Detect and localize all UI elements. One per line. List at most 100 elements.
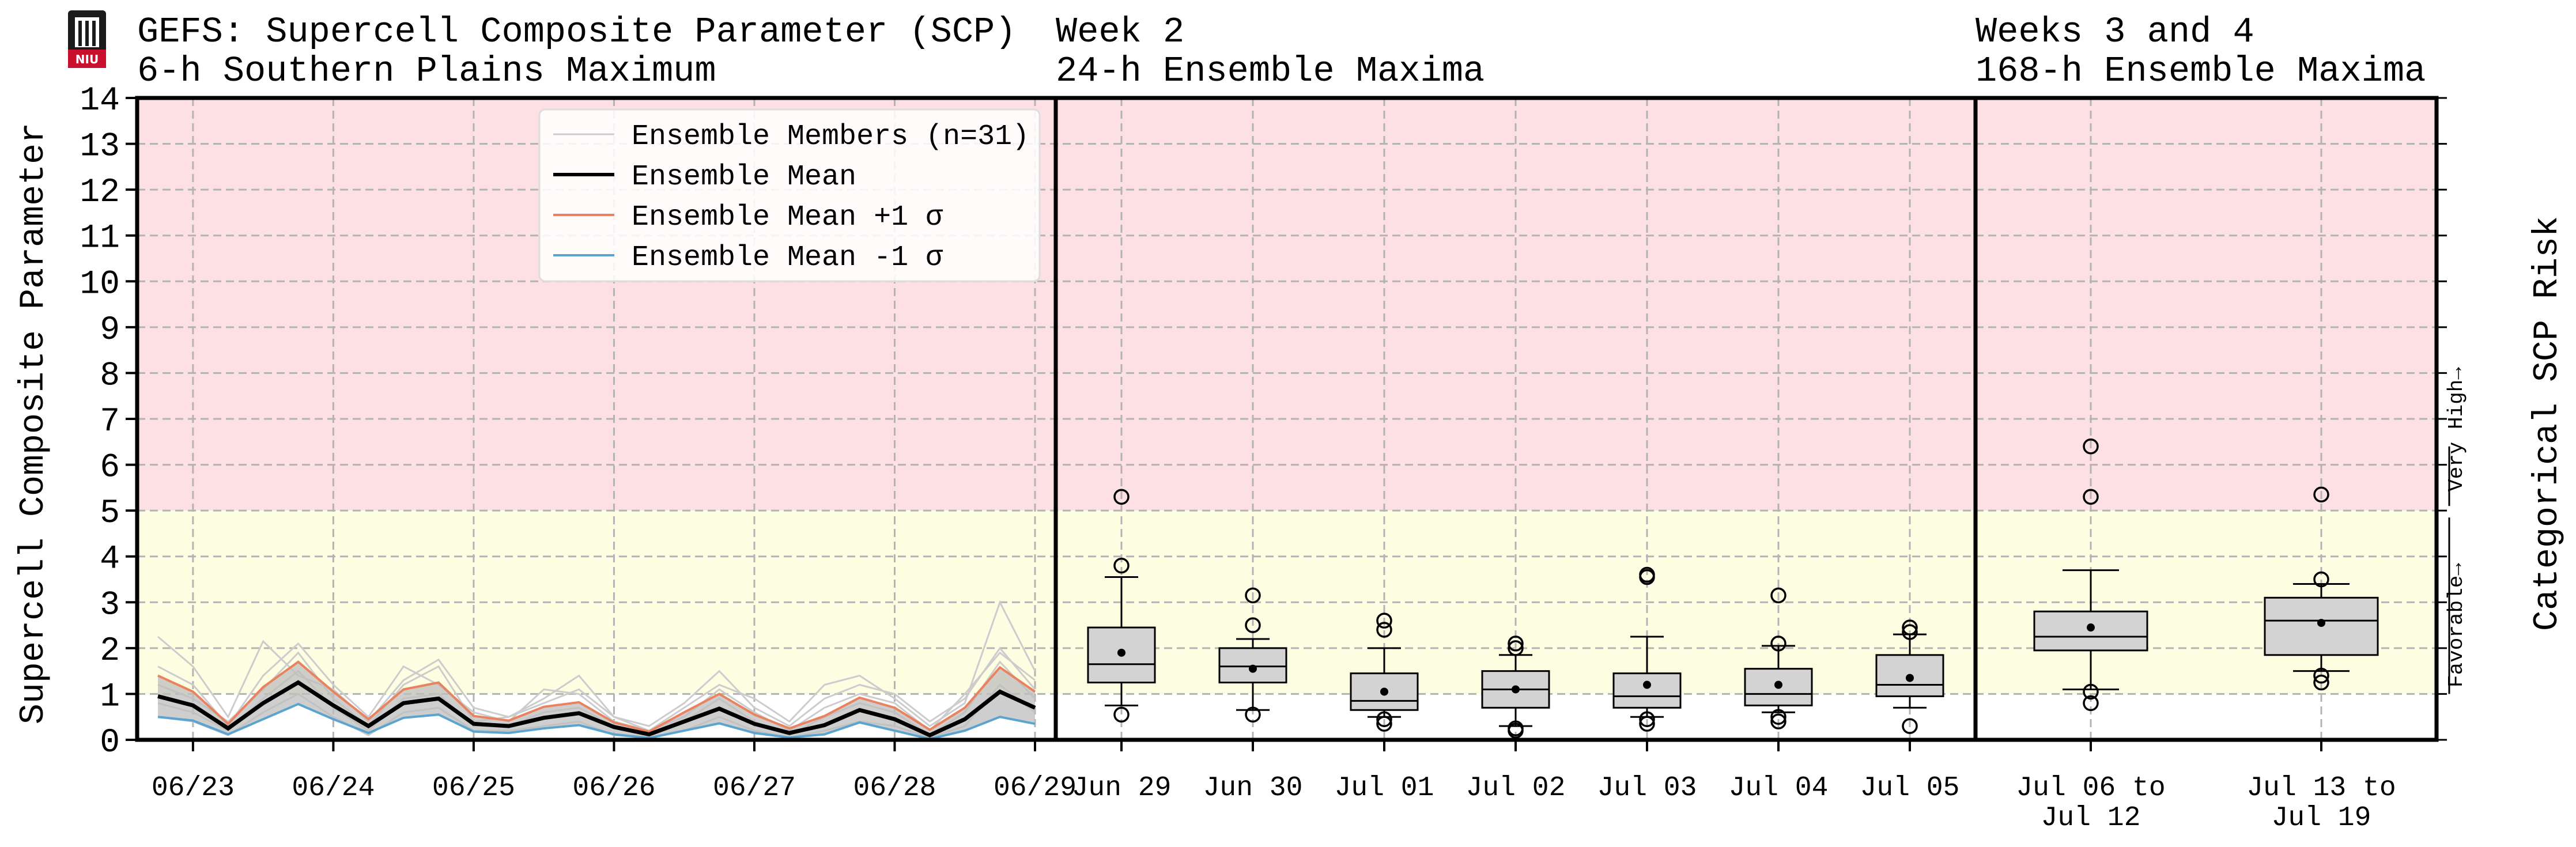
x-tick-label: 06/24 bbox=[292, 773, 375, 804]
outlier-marker bbox=[1639, 716, 1655, 732]
x-tick-label: Jun 30 bbox=[1203, 773, 1303, 804]
y-tick-label: 13 bbox=[80, 128, 120, 166]
x-tick-label: Jul 06 to bbox=[2016, 773, 2165, 804]
y-tick-label: 2 bbox=[100, 633, 120, 670]
x-tick-label: Jul 02 bbox=[1466, 773, 1566, 804]
week2-box-panel bbox=[1087, 489, 1944, 739]
x-tick-label: 06/23 bbox=[152, 773, 235, 804]
outlier-marker bbox=[1376, 711, 1392, 727]
right-subtitle: 168-h Ensemble Maxima bbox=[1976, 51, 2426, 92]
y-tick-label: 1 bbox=[100, 678, 120, 716]
logo-text: NIU bbox=[75, 52, 99, 66]
outlier-marker bbox=[1770, 713, 1786, 729]
outlier-marker bbox=[1770, 587, 1786, 604]
y-tick-label: 0 bbox=[100, 724, 120, 762]
x-tick-label: 06/29 bbox=[994, 773, 1077, 804]
mean-line bbox=[157, 680, 1036, 738]
x-tick-label: Jul 05 bbox=[1860, 773, 1960, 804]
outlier-marker bbox=[1245, 706, 1261, 723]
outlier-marker bbox=[1639, 566, 1655, 583]
mean-marker bbox=[1906, 674, 1914, 682]
outlier-marker bbox=[1639, 711, 1655, 727]
mean-marker bbox=[1512, 685, 1520, 694]
weeks34-box-panel bbox=[2033, 438, 2379, 712]
x-tick-label: 06/28 bbox=[853, 773, 936, 804]
y-tick-label: 11 bbox=[80, 220, 120, 258]
right-axis-label: Categorical SCP Risk bbox=[2528, 216, 2567, 631]
mid-subtitle: 24-h Ensemble Maxima bbox=[1056, 51, 1485, 92]
mean-marker bbox=[1249, 664, 1257, 673]
mean-marker bbox=[1117, 648, 1125, 657]
outlier-marker bbox=[2313, 571, 2329, 588]
legend: Ensemble Members (n=31) Ensemble Mean En… bbox=[538, 108, 1041, 282]
y-tick-label: 6 bbox=[100, 449, 120, 487]
outlier-marker bbox=[1902, 619, 1918, 636]
outlier-marker bbox=[1508, 640, 1524, 656]
plus-sigma-line bbox=[157, 660, 1036, 733]
y-tick-label: 3 bbox=[100, 587, 120, 624]
y-tick-label: 9 bbox=[100, 312, 120, 349]
x-tick-label: 06/25 bbox=[432, 773, 515, 804]
legend-minus: Ensemble Mean -1 σ bbox=[632, 241, 943, 274]
outlier-marker bbox=[1376, 612, 1392, 629]
series-lines bbox=[157, 660, 1036, 740]
x-tick-label: Jul 13 to bbox=[2246, 773, 2396, 804]
y-tick-label: 14 bbox=[80, 82, 120, 120]
outlier-marker bbox=[1113, 706, 1130, 723]
y-tick-label: 8 bbox=[100, 357, 120, 395]
very-high-band bbox=[137, 98, 2437, 511]
outlier-marker bbox=[1113, 557, 1130, 574]
outlier-marker bbox=[2313, 486, 2329, 503]
y-tick-label: 7 bbox=[100, 403, 120, 441]
outlier-marker bbox=[1245, 587, 1261, 604]
mean-marker bbox=[1774, 680, 1782, 689]
mean-marker bbox=[2087, 623, 2095, 632]
outlier-marker bbox=[1508, 720, 1524, 736]
x-tick-label: Jul 04 bbox=[1729, 773, 1829, 804]
minus-sigma-line bbox=[157, 702, 1036, 740]
legend-mean: Ensemble Mean bbox=[632, 161, 856, 194]
y-tick-label: 10 bbox=[80, 266, 120, 303]
x-tick-label: Jul 12 bbox=[2041, 803, 2141, 834]
left-title: GEFS: Supercell Composite Parameter (SCP… bbox=[137, 12, 1016, 52]
line-panel bbox=[157, 600, 1036, 740]
outlier-marker bbox=[2083, 489, 2099, 505]
x-tick-label: Jun 29 bbox=[1072, 773, 1172, 804]
outlier-marker bbox=[1902, 624, 1918, 640]
x-tick-label: Jul 01 bbox=[1335, 773, 1434, 804]
outlier-marker bbox=[1113, 489, 1130, 505]
outlier-marker bbox=[2083, 695, 2099, 712]
x-tick-label: 06/27 bbox=[713, 773, 796, 804]
outlier-marker bbox=[1508, 636, 1524, 652]
outlier-marker bbox=[1770, 709, 1786, 725]
outlier-marker bbox=[1376, 716, 1392, 732]
outlier-marker bbox=[2083, 438, 2099, 455]
left-subtitle: 6-h Southern Plains Maximum bbox=[137, 51, 716, 92]
member-line bbox=[157, 600, 1036, 732]
member-line bbox=[157, 651, 1036, 732]
risk-label-favorable: Favorable→ bbox=[2445, 563, 2468, 687]
risk-label-very-high: Very High→ bbox=[2445, 367, 2468, 491]
outlier-marker bbox=[1770, 636, 1786, 652]
y-axis-label: Supercell Composite Parameter bbox=[14, 123, 54, 724]
x-tick-label: Jul 19 bbox=[2272, 803, 2371, 834]
mean-marker bbox=[1643, 680, 1651, 689]
outlier-marker bbox=[2313, 667, 2329, 684]
outlier-marker bbox=[2313, 674, 2329, 691]
mean-marker bbox=[1380, 687, 1388, 696]
outlier-marker bbox=[2083, 683, 2099, 700]
legend-members: Ensemble Members (n=31) bbox=[632, 120, 1029, 153]
x-tick-label: 06/26 bbox=[572, 773, 655, 804]
axis-ticks: Jun 29 Jun 30 Jul 01 Jul 02 Jul 03 Jul 04 Jul … bbox=[80, 82, 2450, 834]
box bbox=[1612, 672, 1682, 709]
right-title: Weeks 3 and 4 bbox=[1976, 12, 2254, 52]
y-tick-label: 5 bbox=[100, 495, 120, 532]
outlier-marker bbox=[1376, 622, 1392, 638]
y-tick-label: 12 bbox=[80, 174, 120, 211]
outlier-marker bbox=[1902, 718, 1918, 734]
mid-title: Week 2 bbox=[1056, 12, 1184, 52]
x-tick-label: Jul 03 bbox=[1597, 773, 1697, 804]
y-tick-label: 4 bbox=[100, 541, 120, 578]
logo-icon: NIU bbox=[68, 10, 106, 68]
